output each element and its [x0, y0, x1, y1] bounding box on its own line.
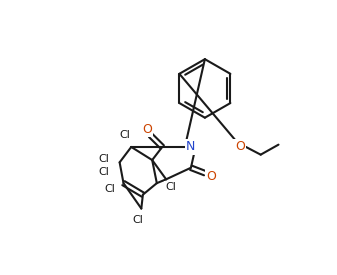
Text: Cl: Cl	[99, 167, 110, 177]
Text: Cl: Cl	[132, 215, 143, 225]
Text: O: O	[142, 123, 152, 136]
Text: Cl: Cl	[120, 130, 130, 141]
Text: O: O	[235, 141, 245, 153]
Text: Cl: Cl	[99, 153, 110, 164]
Text: Cl: Cl	[165, 182, 176, 192]
Text: N: N	[186, 141, 195, 153]
Text: O: O	[206, 170, 216, 183]
Text: Cl: Cl	[104, 184, 115, 194]
